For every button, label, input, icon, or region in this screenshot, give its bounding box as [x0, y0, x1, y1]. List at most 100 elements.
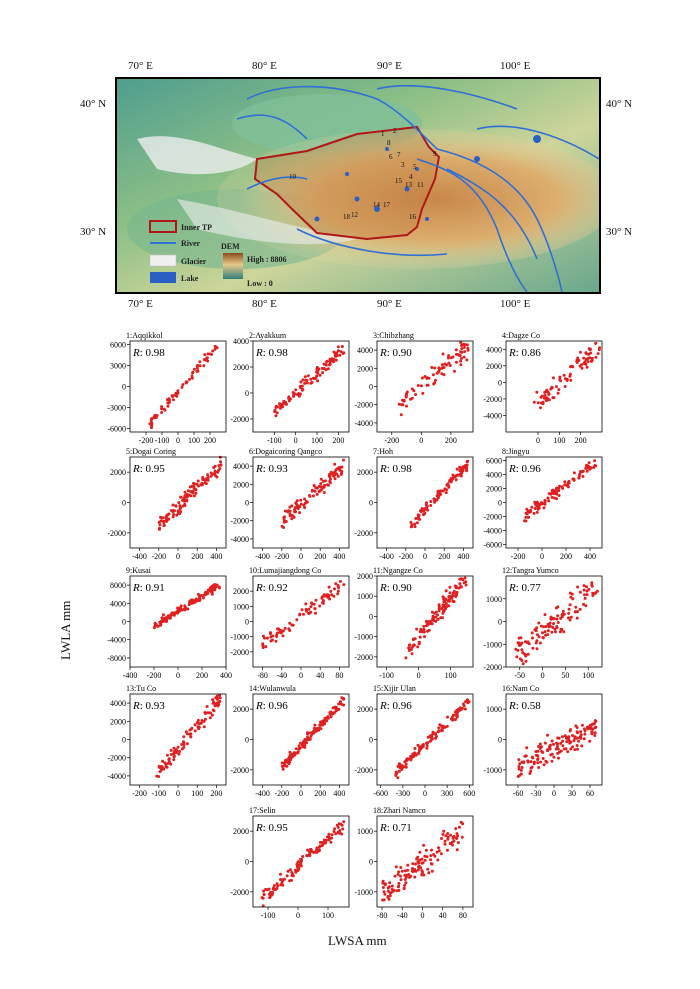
data-point: [557, 494, 561, 497]
data-point: [196, 364, 200, 367]
lake-id-2: 2: [393, 127, 397, 135]
data-point: [551, 396, 555, 400]
data-point: [578, 590, 582, 594]
data-point: [287, 509, 291, 513]
data-point: [281, 879, 284, 882]
data-point: [429, 619, 433, 623]
data-point: [314, 486, 318, 490]
data-point: [582, 737, 586, 741]
data-point: [578, 350, 582, 354]
data-point: [319, 485, 323, 489]
data-point: [430, 848, 433, 852]
data-point: [431, 373, 435, 377]
data-point: [561, 735, 564, 739]
data-point: [460, 347, 464, 351]
data-point: [155, 414, 159, 417]
data-point: [186, 495, 189, 499]
data-point: [304, 602, 308, 606]
data-point: [262, 893, 266, 897]
data-point: [190, 376, 194, 380]
data-point: [543, 630, 547, 634]
data-point: [340, 345, 344, 348]
data-point: [536, 754, 540, 758]
data-point: [295, 499, 299, 503]
data-point: [561, 739, 565, 743]
data-point: [210, 592, 214, 596]
x-tick-label: -200: [132, 789, 147, 798]
data-point: [593, 719, 597, 723]
data-point: [520, 766, 524, 769]
data-point: [179, 510, 183, 514]
panel-frame: [505, 340, 603, 433]
data-point: [462, 704, 466, 708]
data-point: [420, 873, 424, 877]
data-point: [274, 639, 278, 643]
data-point: [198, 360, 202, 364]
data-point: [569, 747, 573, 751]
x-tick-label: 100: [445, 671, 457, 680]
x-tick-label: 400: [333, 552, 345, 561]
data-point: [436, 617, 440, 621]
lon-label-bottom-70: 70° E: [128, 298, 153, 310]
data-point: [283, 759, 287, 763]
y-tick-label: -8000: [107, 654, 126, 663]
data-point: [397, 402, 401, 406]
data-point: [558, 630, 562, 634]
data-point: [585, 469, 589, 473]
data-point: [556, 614, 560, 618]
data-point: [280, 761, 284, 765]
data-point: [192, 367, 196, 371]
x-tick-label: 80: [459, 911, 467, 920]
y-tick-label: 4000: [233, 462, 249, 471]
data-point: [180, 743, 184, 746]
data-point: [182, 743, 186, 746]
data-point: [428, 734, 432, 738]
y-tick-label: 0: [245, 618, 249, 627]
data-point: [418, 630, 422, 634]
data-point: [554, 747, 558, 751]
data-point: [162, 407, 166, 411]
data-point: [555, 745, 559, 748]
legend-inner-tp-swatch: [149, 220, 177, 233]
y-tick-label: -2000: [483, 395, 502, 404]
data-point: [558, 375, 562, 379]
data-point: [276, 405, 279, 409]
data-point: [153, 621, 157, 625]
data-point: [596, 352, 600, 356]
data-point: [290, 504, 294, 508]
data-point: [568, 729, 572, 733]
data-point: [336, 592, 340, 596]
data-point: [425, 741, 428, 745]
data-point: [172, 613, 176, 617]
dem-map: 1 2 3 4 5 6 7 8 9 10 11 12 13 14 15 16 1…: [115, 77, 601, 294]
y-tick-label: 0: [245, 499, 249, 508]
data-point: [530, 505, 534, 509]
y-tick-label: -2000: [230, 517, 249, 526]
data-point: [429, 854, 433, 858]
data-point: [557, 750, 561, 754]
data-point: [555, 497, 558, 501]
scatter-panel-12: 12:Tangra Yumco R: 0.77 -50 0 50 100 -2000 -100…: [483, 566, 603, 680]
data-point: [415, 521, 419, 525]
data-point: [307, 853, 311, 857]
data-point: [441, 595, 445, 599]
data-point: [397, 870, 401, 874]
data-point: [588, 356, 592, 360]
data-point: [282, 518, 286, 522]
data-point: [588, 739, 592, 743]
data-point: [455, 360, 458, 364]
panel-title-9: 9:Kusai: [126, 566, 152, 575]
data-point: [281, 634, 285, 638]
data-point: [169, 762, 173, 766]
data-point: [330, 593, 334, 597]
data-point: [531, 636, 534, 640]
data-point: [542, 763, 546, 767]
data-point: [590, 356, 594, 360]
y-tick-label: 4000: [357, 346, 373, 355]
x-tick-label: 400: [333, 789, 345, 798]
data-point: [450, 594, 454, 598]
lake-id-1: 1: [381, 130, 385, 138]
data-point: [456, 473, 460, 477]
x-tick-label: -200: [274, 552, 289, 561]
data-point: [295, 393, 299, 396]
